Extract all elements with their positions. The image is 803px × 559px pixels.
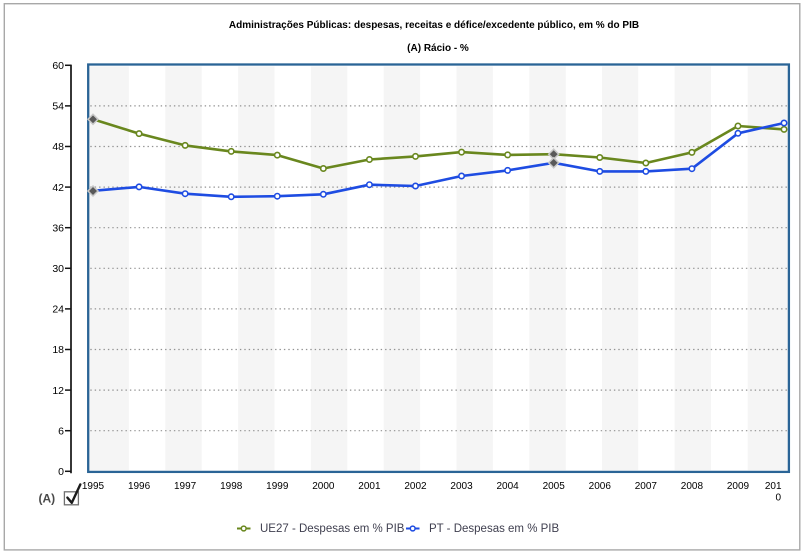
svg-text:2008: 2008: [681, 481, 704, 492]
svg-text:(A): (A): [39, 492, 56, 506]
svg-text:2006: 2006: [589, 481, 612, 492]
svg-text:201: 201: [765, 481, 782, 492]
svg-text:48: 48: [52, 141, 64, 153]
svg-text:UE27 - Despesas em % PIB: UE27 - Despesas em % PIB: [260, 523, 405, 535]
svg-text:30: 30: [52, 263, 64, 275]
svg-text:24: 24: [52, 304, 64, 316]
svg-text:18: 18: [52, 344, 64, 356]
svg-text:2003: 2003: [450, 481, 473, 492]
svg-text:36: 36: [52, 222, 64, 234]
svg-text:6: 6: [58, 425, 64, 437]
svg-text:2000: 2000: [312, 481, 335, 492]
svg-text:(A) Rácio - %: (A) Rácio - %: [407, 43, 469, 54]
svg-text:42: 42: [52, 182, 64, 194]
svg-text:2005: 2005: [543, 481, 566, 492]
svg-text:2001: 2001: [358, 481, 381, 492]
svg-text:1996: 1996: [128, 481, 151, 492]
svg-text:0: 0: [776, 492, 782, 503]
svg-text:1999: 1999: [266, 481, 289, 492]
svg-text:2004: 2004: [497, 481, 520, 492]
svg-text:2007: 2007: [635, 481, 658, 492]
svg-text:60: 60: [52, 60, 64, 72]
svg-text:1995: 1995: [82, 481, 105, 492]
svg-text:Administrações Públicas: despe: Administrações Públicas: despesas, recei…: [229, 20, 639, 31]
svg-text:1998: 1998: [220, 481, 243, 492]
svg-text:0: 0: [58, 466, 64, 478]
svg-text:12: 12: [52, 385, 64, 397]
svg-text:2009: 2009: [727, 481, 750, 492]
svg-text:54: 54: [52, 101, 64, 113]
svg-text:1997: 1997: [174, 481, 197, 492]
svg-text:PT - Despesas em % PIB: PT - Despesas em % PIB: [429, 523, 559, 535]
svg-text:2002: 2002: [404, 481, 427, 492]
